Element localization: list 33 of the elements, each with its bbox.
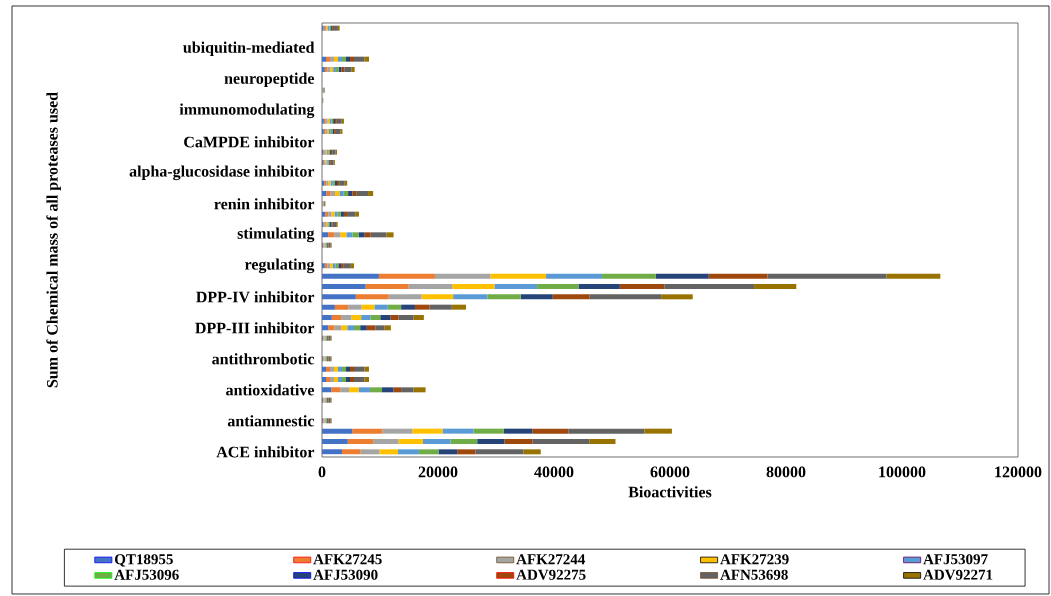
y-tick-label: ubiquitin-mediated (183, 41, 315, 57)
y-tick-label: stimulating (237, 227, 315, 243)
y-tick-label: immunomodulating (179, 103, 315, 119)
legend-label: AFK27245 (313, 554, 382, 565)
legend-label: AFN53698 (720, 569, 788, 580)
y-tick-label: renin inhibitor (214, 198, 315, 210)
x-axis-title: Bioactivities (628, 486, 712, 498)
y-tick-label: DPP-III inhibitor (195, 322, 315, 334)
legend-label: AFJ53090 (313, 569, 378, 580)
y-tick-label: antiamnestic (227, 415, 315, 427)
x-tick-label: 60000 (650, 466, 690, 478)
legend-label: ADV92275 (516, 569, 586, 580)
y-tick-label: alpha-glucosidase inhibitor (129, 165, 315, 181)
x-tick-label: 120000 (995, 466, 1042, 478)
legend-label: AFJ53096 (114, 569, 179, 580)
y-tick-label: CaMPDE inhibitor (184, 136, 315, 148)
y-axis-title: Sum of Chemical mass of all proteases used (46, 92, 61, 388)
x-tick-label: 80000 (766, 466, 806, 478)
x-tick-label: 20000 (418, 466, 458, 478)
x-tick-label: 40000 (534, 466, 574, 478)
x-tick-label: 0 (318, 466, 326, 478)
legend-label: AFK27239 (720, 554, 789, 565)
legend-label: AFK27244 (516, 554, 586, 565)
y-tick-label: ACE inhibitor (216, 446, 315, 458)
y-tick-label: antithrombotic (212, 353, 315, 365)
legend-label: QT18955 (115, 554, 173, 567)
x-tick-label: 100000 (879, 466, 926, 478)
y-tick-label: regulating (244, 258, 315, 274)
y-tick-label: neuropeptide (224, 72, 315, 88)
y-tick-label: DPP-IV inhibitor (196, 291, 315, 303)
legend-label: ADV92271 (923, 569, 993, 580)
legend-label: AFJ53097 (923, 554, 988, 565)
y-tick-label: antioxidative (226, 384, 315, 396)
